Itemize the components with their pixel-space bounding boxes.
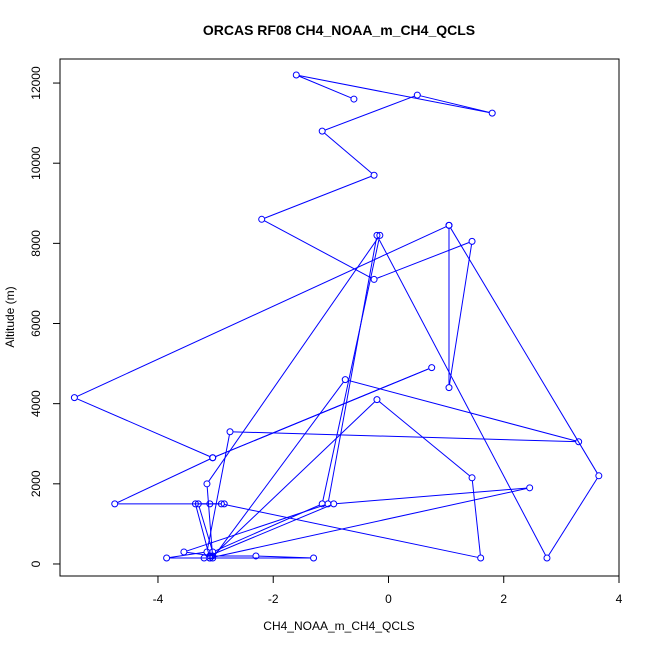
data-point: [330, 500, 338, 508]
x-tick-label: -2: [268, 592, 279, 606]
data-point: [217, 500, 225, 508]
series-line-segment: [215, 368, 429, 458]
data-point: [203, 480, 211, 488]
series-line-segment: [324, 132, 372, 174]
series-line-segment: [77, 398, 210, 457]
data-point: [194, 500, 202, 508]
data-point: [163, 554, 171, 562]
data-point: [209, 454, 217, 462]
data-point: [428, 364, 436, 372]
y-tick-label: 6000: [29, 310, 43, 337]
series-line-segment: [336, 487, 527, 505]
series-line-segment: [322, 238, 380, 501]
y-tick-label: 12000: [29, 66, 43, 100]
series-line-segment: [214, 401, 375, 555]
series-line-segment: [206, 486, 213, 555]
x-axis-label: CH4_NOAA_m_CH4_QCLS: [263, 619, 414, 633]
series-line-segment: [198, 506, 213, 550]
y-tick-label: 0: [29, 560, 43, 567]
data-point: [70, 394, 78, 402]
data-point: [318, 500, 326, 508]
series-line-segment: [548, 478, 598, 556]
series-line-segment: [215, 504, 320, 552]
series-line-segment: [376, 242, 470, 279]
series-line-segment: [206, 504, 331, 558]
series-line-segment: [264, 175, 372, 219]
x-tick-label: 0: [385, 592, 392, 606]
plot-frame: [59, 58, 620, 577]
data-point: [341, 376, 349, 384]
data-point: [292, 71, 300, 79]
series-line-segment: [378, 237, 546, 556]
series-line-segment: [379, 401, 470, 477]
data-point: [468, 237, 476, 245]
data-point: [526, 484, 534, 492]
data-point: [111, 500, 119, 508]
series-line-segment: [450, 227, 598, 474]
data-point: [488, 109, 496, 117]
data-point: [252, 552, 260, 560]
series-line-segment: [328, 238, 377, 501]
data-point: [575, 438, 583, 446]
y-axis-label: Altitude (m): [3, 286, 17, 347]
data-point: [445, 221, 453, 229]
data-point: [413, 91, 421, 99]
series-line-segment: [195, 506, 210, 556]
series-line-segment: [299, 75, 352, 99]
series-line-segment: [224, 504, 478, 558]
data-point: [373, 231, 381, 239]
series-line-segment: [325, 95, 415, 131]
series-line-segment: [207, 434, 230, 549]
data-point: [595, 472, 603, 480]
series-line-segment: [264, 220, 372, 279]
data-point: [180, 548, 188, 556]
series-line-segment: [169, 551, 204, 558]
data-point: [445, 384, 453, 392]
data-point: [258, 215, 266, 223]
data-point: [226, 428, 234, 436]
x-tick-label: -4: [153, 592, 164, 606]
data-point: [376, 231, 384, 239]
data-point: [206, 500, 214, 508]
data-point: [468, 474, 476, 482]
series-line-segment: [348, 379, 576, 442]
data-point: [370, 275, 378, 283]
data-point: [477, 554, 485, 562]
series-line-segment: [420, 95, 490, 113]
series-line-segment: [117, 458, 211, 503]
y-tick-label: 4000: [29, 390, 43, 417]
chart-title: ORCAS RF08 CH4_NOAA_m_CH4_QCLS: [203, 22, 475, 38]
data-point: [191, 500, 199, 508]
series-line-segment: [471, 480, 481, 555]
series-line-segment: [212, 488, 527, 558]
x-tick-label: 2: [500, 592, 507, 606]
y-tick-label: 10000: [29, 146, 43, 180]
series-line-segment: [77, 226, 447, 397]
series-line-segment: [208, 237, 379, 482]
data-point: [209, 548, 217, 556]
series-line-segment: [233, 431, 576, 443]
data-point: [350, 95, 358, 103]
y-tick-label: 8000: [29, 230, 43, 257]
series-line-segment: [299, 75, 490, 113]
data-point: [373, 396, 381, 404]
x-axis: -4 -2 0 2 4: [153, 576, 623, 606]
data-point: [220, 500, 228, 508]
data-point: [318, 127, 326, 135]
y-tick-label: 2000: [29, 470, 43, 497]
series-layer: [70, 71, 603, 562]
series-line-segment: [214, 381, 344, 556]
data-point: [543, 554, 551, 562]
series-line-segment: [448, 244, 473, 385]
data-point: [310, 554, 318, 562]
data-point: [370, 171, 378, 179]
y-axis: 0 2000 4000 6000 8000 10000 12000: [29, 66, 60, 567]
x-tick-label: 4: [616, 592, 623, 606]
